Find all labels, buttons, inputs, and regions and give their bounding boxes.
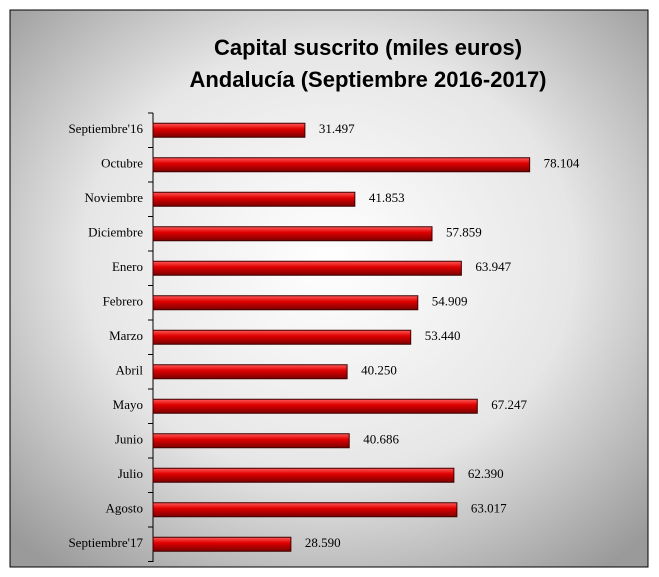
y-tick-label: Mayo: [113, 397, 143, 412]
y-tick-label: Febrero: [103, 294, 143, 309]
bar: [152, 433, 350, 449]
bar: [152, 536, 292, 552]
value-label: 28.590: [305, 535, 341, 550]
value-label: 62.390: [468, 466, 504, 481]
y-tick-label: Octubre: [101, 156, 143, 171]
value-label: 40.250: [361, 363, 397, 378]
value-label: 78.104: [544, 156, 580, 171]
chart-subtitle: Andalucía (Septiembre 2016-2017): [189, 67, 546, 92]
bar: [152, 191, 356, 207]
value-label: 63.017: [471, 501, 507, 516]
bar: [152, 122, 306, 138]
bar: [152, 467, 455, 483]
bar: [152, 157, 531, 173]
bar: [152, 364, 348, 380]
chart-title: Capital suscrito (miles euros): [214, 35, 522, 60]
value-label: 67.247: [491, 397, 527, 412]
value-label: 54.909: [432, 294, 468, 309]
y-tick-label: Agosto: [105, 501, 143, 516]
bar: [152, 295, 419, 311]
y-tick-label: Diciembre: [88, 225, 143, 240]
y-tick-label: Septiembre'16: [68, 121, 143, 136]
y-tick-label: Septiembre'17: [68, 535, 143, 550]
y-tick-label: Marzo: [109, 328, 143, 343]
bar: [152, 502, 458, 518]
y-tick-label: Junio: [115, 432, 143, 447]
y-tick-label: Enero: [112, 259, 143, 274]
value-label: 40.686: [363, 432, 399, 447]
value-label: 63.947: [475, 259, 511, 274]
chart-frame: [9, 9, 649, 568]
bar: [152, 260, 462, 276]
y-tick-label: Noviembre: [85, 190, 144, 205]
value-label: 41.853: [369, 190, 405, 205]
value-label: 57.859: [446, 225, 482, 240]
bar: [152, 329, 412, 345]
bar: [152, 398, 478, 414]
value-label: 53.440: [425, 328, 461, 343]
y-tick-label: Abril: [116, 363, 144, 378]
y-tick-label: Julio: [118, 466, 143, 481]
value-label: 31.497: [319, 121, 355, 136]
bar: [152, 226, 433, 242]
